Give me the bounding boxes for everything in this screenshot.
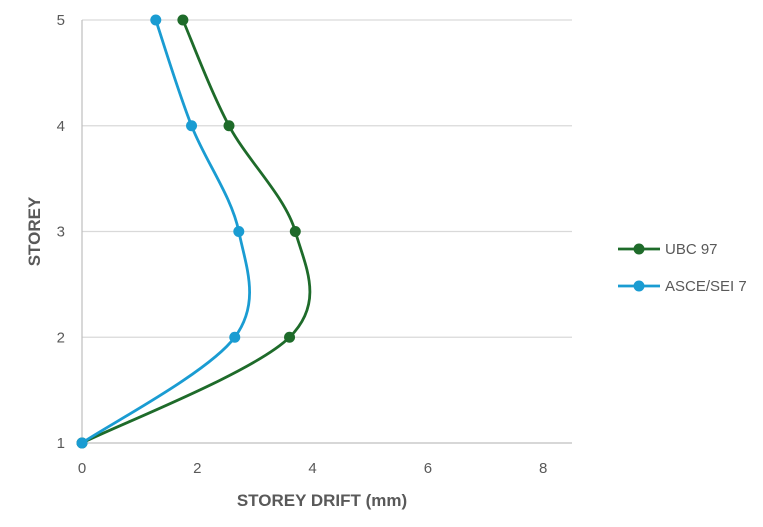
x-tick-label: 6 bbox=[424, 460, 432, 477]
y-tick-label: 1 bbox=[57, 435, 65, 452]
data-point bbox=[229, 331, 241, 343]
data-point bbox=[223, 120, 235, 132]
legend-label: ASCE/SEI 7 bbox=[665, 278, 747, 295]
x-tick-label: 2 bbox=[193, 460, 201, 477]
data-point bbox=[76, 437, 88, 449]
y-tick-label: 3 bbox=[57, 224, 65, 241]
data-point bbox=[233, 226, 245, 237]
legend-marker bbox=[633, 280, 645, 292]
legend: UBC 97 ASCE/SEI 7 bbox=[618, 241, 747, 295]
series-line bbox=[80, 18, 312, 445]
tick-labels: 1 2 3 4 5 0 2 4 6 8 bbox=[57, 12, 548, 477]
series bbox=[76, 14, 312, 449]
legend-label: UBC 97 bbox=[665, 241, 718, 258]
axes bbox=[81, 20, 572, 444]
x-tick-label: 4 bbox=[308, 460, 316, 477]
data-point bbox=[289, 226, 301, 237]
x-tick-label: 8 bbox=[539, 460, 547, 477]
data-point bbox=[186, 120, 198, 132]
data-point bbox=[284, 331, 296, 343]
y-tick-label: 5 bbox=[57, 12, 65, 29]
y-axis-title: STOREY bbox=[25, 196, 44, 266]
data-point bbox=[150, 14, 162, 26]
gridlines bbox=[82, 19, 572, 338]
data-point bbox=[177, 14, 189, 26]
y-tick-label: 4 bbox=[57, 118, 65, 135]
legend-marker bbox=[633, 243, 645, 255]
x-axis-title: STOREY DRIFT (mm) bbox=[237, 491, 407, 510]
x-tick-label: 0 bbox=[78, 460, 86, 477]
y-tick-label: 2 bbox=[57, 329, 65, 346]
